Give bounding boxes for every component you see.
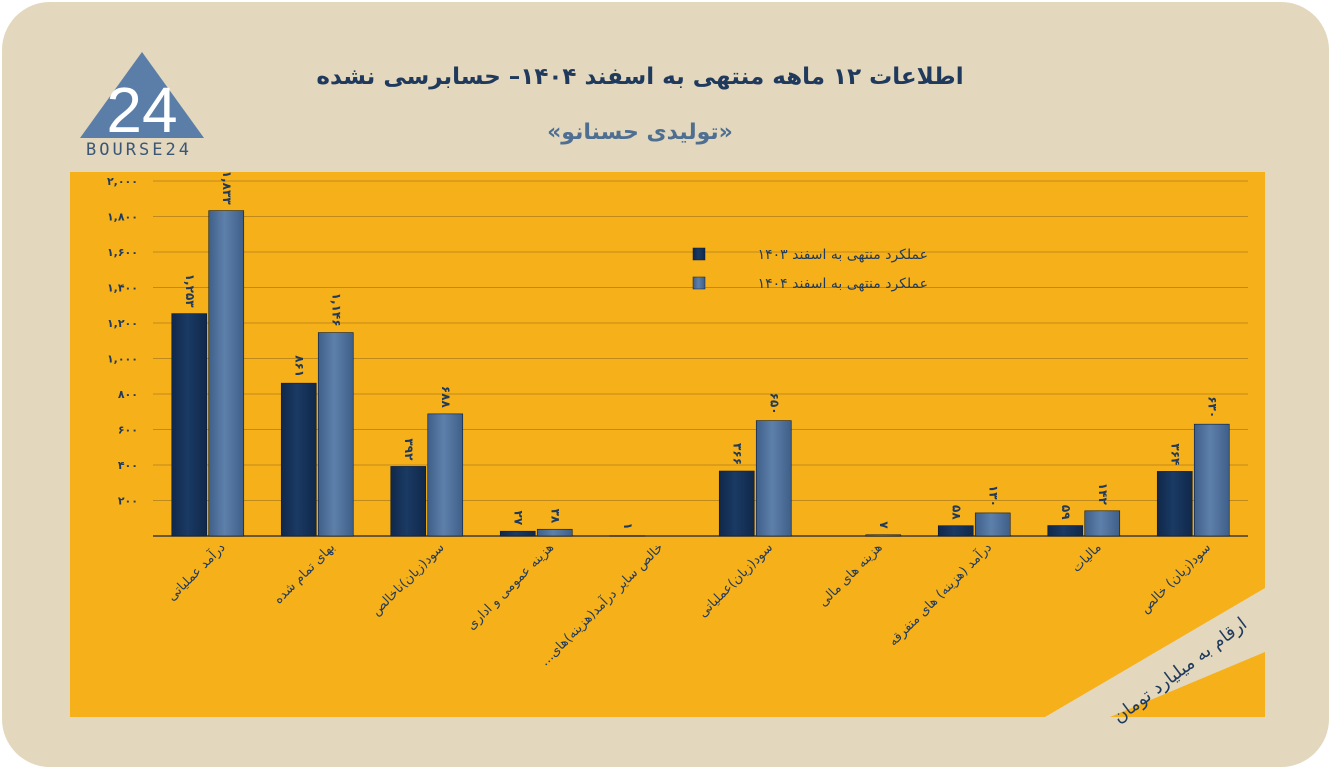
legend-label: عملکرد منتهی به اسفند ۱۴۰۴ bbox=[758, 276, 928, 292]
bourse24-logo-icon: 24 bbox=[80, 52, 204, 146]
bar bbox=[1193, 423, 1230, 537]
bar bbox=[317, 332, 354, 537]
bar bbox=[1084, 510, 1121, 537]
data-label: ۶۵۰ bbox=[767, 393, 781, 415]
data-label: ۳۹۲ bbox=[402, 438, 416, 461]
y-tick-label: ۸۰۰ bbox=[118, 388, 138, 401]
bar bbox=[280, 382, 317, 537]
data-label: ۱,۲۵۳ bbox=[183, 274, 197, 309]
y-tick-label: ۱,۶۰۰ bbox=[107, 246, 138, 259]
bar bbox=[390, 466, 427, 537]
data-label: ۲۷ bbox=[511, 511, 525, 526]
data-label: ۷ bbox=[877, 521, 891, 529]
y-tick-label: ۲۰۰ bbox=[118, 495, 138, 508]
bar bbox=[718, 470, 755, 537]
chart-panel bbox=[70, 172, 1265, 717]
units-band bbox=[1045, 588, 1265, 717]
data-label: ۸۶۱ bbox=[292, 355, 306, 377]
logo-text: BOURSE24 bbox=[86, 140, 192, 160]
data-label: ۳۸ bbox=[548, 509, 562, 524]
bar bbox=[1047, 525, 1084, 537]
bar bbox=[1156, 471, 1193, 537]
data-label: ۵۹ bbox=[1059, 505, 1073, 520]
page-title: اطلاعات ۱۲ ماهه منتهی به اسفند ۱۴۰۴– حسا… bbox=[316, 64, 964, 90]
data-label: ۱,۸۳۳ bbox=[220, 171, 234, 206]
y-tick-label: ۲,۰۰۰ bbox=[107, 175, 138, 188]
data-label: ۵۸ bbox=[949, 505, 963, 520]
data-label: ۱,۱۴۶ bbox=[329, 293, 343, 327]
logo-numeral: 24 bbox=[106, 74, 177, 146]
bar bbox=[937, 525, 974, 537]
legend-swatch bbox=[692, 276, 706, 290]
bar bbox=[536, 528, 573, 537]
bar bbox=[208, 210, 245, 537]
y-tick-label: ۱,۸۰۰ bbox=[107, 211, 138, 224]
logo-triangle bbox=[80, 52, 204, 138]
data-label: ۳۶۶ bbox=[730, 443, 744, 465]
data-label: ۱ bbox=[621, 522, 635, 529]
y-tick-label: ۴۰۰ bbox=[118, 459, 138, 472]
bar bbox=[171, 313, 208, 537]
legend-swatch bbox=[692, 247, 706, 261]
y-tick-label: ۱,۲۰۰ bbox=[107, 317, 138, 330]
data-label: ۱۳۰ bbox=[986, 485, 1000, 507]
data-label: ۶۳۰ bbox=[1205, 396, 1219, 418]
bar bbox=[427, 413, 464, 537]
data-label: ۳۶۴ bbox=[1168, 443, 1182, 465]
y-tick-label: ۱,۴۰۰ bbox=[107, 282, 138, 295]
y-tick-label: ۱,۰۰۰ bbox=[107, 353, 138, 366]
bar bbox=[974, 512, 1011, 537]
page-subtitle: «تولیدی حسنانو» bbox=[547, 120, 733, 145]
data-label: ۱۴۲ bbox=[1096, 483, 1110, 506]
y-tick-label: ۶۰۰ bbox=[118, 424, 138, 437]
bar bbox=[755, 420, 792, 537]
bar bbox=[499, 530, 536, 537]
data-label: ۶۸۸ bbox=[439, 386, 453, 409]
bar bbox=[865, 534, 902, 537]
legend-label: عملکرد منتهی به اسفند ۱۴۰۳ bbox=[758, 247, 928, 263]
